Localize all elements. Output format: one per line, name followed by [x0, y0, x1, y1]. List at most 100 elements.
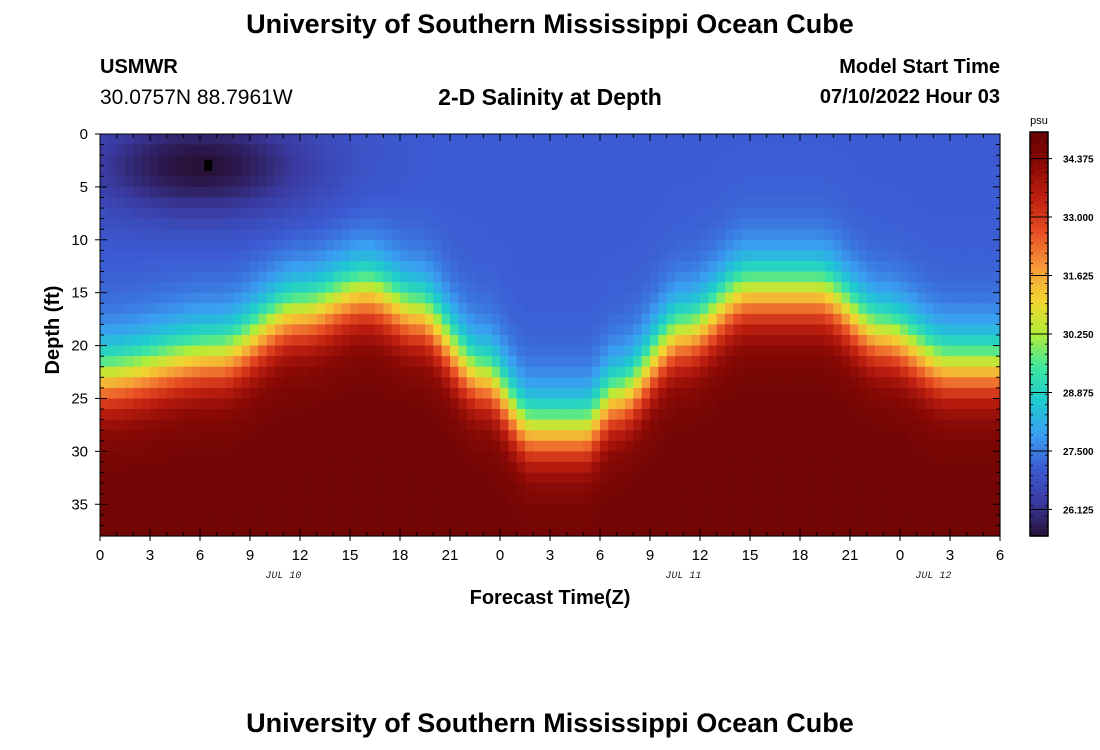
heatmap-cell: [150, 366, 159, 378]
heatmap-cell: [425, 377, 434, 389]
heatmap-cell: [358, 165, 368, 177]
heatmap-cell: [941, 493, 951, 505]
heatmap-cell: [891, 313, 901, 326]
heatmap-cell: [866, 292, 876, 304]
heatmap-cell: [708, 197, 718, 209]
heatmap-cell: [758, 366, 768, 378]
heatmap-cell: [108, 461, 118, 474]
heatmap-cell: [541, 218, 551, 230]
heatmap-cell: [200, 398, 209, 410]
heatmap-cell: [516, 324, 526, 336]
heatmap-cell: [191, 313, 201, 326]
heatmap-cell: [350, 483, 359, 495]
heatmap-cell: [175, 525, 184, 537]
heatmap-cell: [175, 345, 184, 357]
heatmap-cell: [250, 324, 259, 336]
heatmap-cell: [625, 229, 634, 241]
heatmap-cell: [483, 144, 493, 156]
heatmap-cell: [950, 387, 959, 400]
heatmap-cell: [175, 461, 184, 474]
heatmap-cell: [716, 430, 726, 442]
heatmap-cell: [450, 345, 459, 357]
heatmap-cell: [341, 430, 351, 442]
heatmap-cell: [716, 144, 726, 156]
heatmap-cell: [850, 525, 859, 537]
heatmap-cell: [875, 165, 884, 177]
heatmap-cell: [766, 493, 776, 505]
heatmap-cell: [166, 155, 176, 167]
colorbar-segment: [1030, 249, 1048, 254]
heatmap-cell: [891, 176, 901, 188]
heatmap-cell: [408, 504, 418, 516]
heatmap-cell: [833, 186, 843, 199]
heatmap-cell: [816, 493, 826, 505]
heatmap-cell: [650, 218, 659, 230]
heatmap-cell: [766, 472, 776, 484]
heatmap-cell: [591, 377, 601, 389]
heatmap-cell: [600, 409, 609, 421]
heatmap-cell: [783, 197, 793, 209]
heatmap-cell: [150, 451, 159, 463]
heatmap-cell: [758, 282, 768, 294]
colorbar-segment: [1030, 435, 1048, 439]
heatmap-cell: [775, 356, 784, 368]
heatmap-cell: [283, 165, 293, 177]
heatmap-cell: [983, 218, 993, 230]
heatmap-cell: [633, 186, 643, 199]
heatmap-cell: [758, 472, 768, 484]
heatmap-cell: [616, 303, 626, 315]
y-tick-label: 15: [71, 285, 88, 302]
x-tick-label: 0: [896, 547, 904, 564]
heatmap-cell: [183, 239, 193, 251]
heatmap-cell: [350, 313, 359, 326]
heatmap-cell: [450, 282, 459, 294]
heatmap-cell: [783, 282, 793, 294]
heatmap-cell: [391, 483, 401, 495]
heatmap-cell: [641, 144, 651, 156]
heatmap-cell: [841, 430, 851, 442]
heatmap-cell: [341, 324, 351, 336]
heatmap-cell: [225, 451, 234, 463]
heatmap-cell: [891, 398, 901, 410]
heatmap-cell: [158, 409, 168, 421]
heatmap-cell: [866, 493, 876, 505]
heatmap-cell: [450, 430, 459, 442]
heatmap-cell: [133, 144, 143, 156]
heatmap-cell: [858, 197, 868, 209]
heatmap-cell: [600, 493, 609, 505]
station-coordinates: 30.0757N 88.7961W: [100, 86, 293, 109]
heatmap-cell: [408, 165, 418, 177]
heatmap-cell: [666, 229, 676, 241]
heatmap-cell: [708, 292, 718, 304]
heatmap-cell: [708, 134, 718, 146]
heatmap-cell: [408, 134, 418, 146]
heatmap-cell: [925, 430, 934, 442]
heatmap-cell: [816, 324, 826, 336]
colorbar-segment: [1030, 465, 1048, 470]
heatmap-cell: [325, 461, 334, 474]
heatmap-cell: [691, 271, 701, 283]
heatmap-cell: [483, 303, 493, 315]
heatmap-cell: [558, 514, 568, 527]
heatmap-cell: [241, 165, 251, 177]
heatmap-cell: [350, 387, 359, 400]
heatmap-cell: [708, 472, 718, 484]
heatmap-cell: [466, 430, 476, 442]
heatmap-cell: [791, 387, 801, 400]
heatmap-cell: [725, 451, 734, 463]
heatmap-cell: [858, 260, 868, 273]
heatmap-cell: [158, 313, 168, 326]
heatmap-cell: [316, 282, 326, 294]
heatmap-cell: [408, 461, 418, 474]
heatmap-cell: [375, 313, 384, 326]
heatmap-cell: [341, 335, 351, 347]
heatmap-cell: [883, 514, 893, 527]
heatmap-cell: [800, 483, 809, 495]
heatmap-cell: [433, 324, 443, 336]
heatmap-cell: [641, 313, 651, 326]
heatmap-cell: [833, 398, 843, 410]
heatmap-cell: [733, 134, 743, 146]
heatmap-cell: [558, 493, 568, 505]
heatmap-cell: [516, 271, 526, 283]
heatmap-cell: [266, 271, 276, 283]
